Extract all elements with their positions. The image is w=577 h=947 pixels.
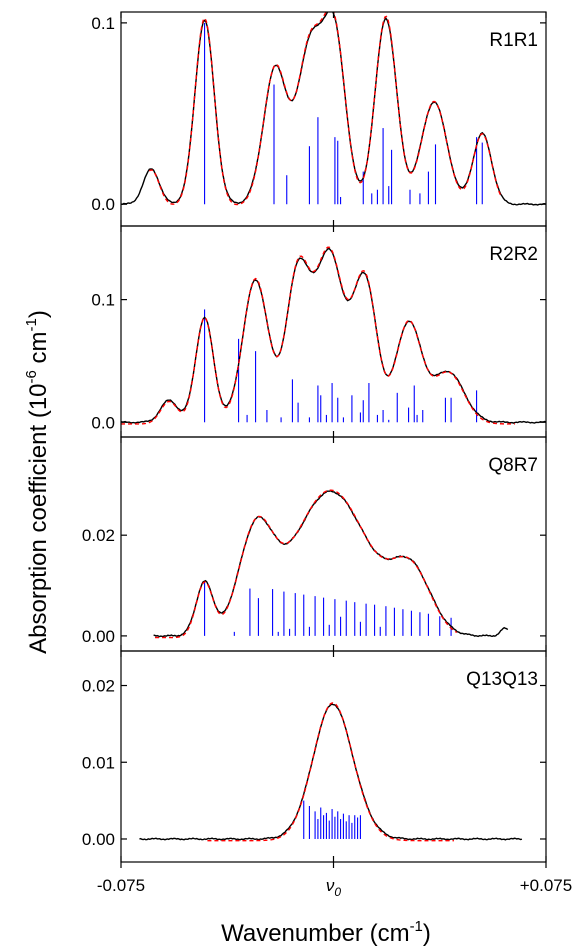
panel-plot-area: [121, 12, 546, 206]
y-tick-label: 0.00: [82, 627, 115, 646]
panel-q8r7: 0.00 0.02 Q8R7: [82, 436, 547, 652]
panel-label: Q13Q13: [466, 669, 538, 690]
fit-curve: [148, 12, 502, 206]
panel-label: R1R1: [489, 30, 538, 51]
x-tick-label: ν0: [326, 876, 342, 899]
panel-plot-area: [153, 489, 509, 639]
panel-frame: [120, 436, 547, 652]
measured-curve: [153, 489, 509, 638]
y-tick-label: 0.0: [91, 195, 115, 214]
x-axis-title: Wavenumber (cm-1): [221, 918, 431, 947]
fit-curve: [121, 246, 515, 425]
fit-curve: [207, 702, 454, 842]
y-tick-label: 0.01: [82, 753, 115, 772]
panel-label: Q8R7: [488, 455, 538, 476]
panel-plot-area: [139, 702, 523, 842]
y-tick-label: 0.00: [82, 830, 115, 849]
y-tick-label: 0.1: [91, 14, 115, 33]
panel-r1r1: 0.0 0.1 R1R1: [91, 11, 547, 227]
panel-r2r2: 0.0 0.1 R2R2: [91, 225, 547, 438]
y-axis-title: Absorption coefficient (10-6 cm-1): [23, 310, 52, 654]
panel-q13q13: 0.00 0.01 0.02 Q13Q13: [82, 650, 547, 863]
x-axis-ticks: -0.075 ν0 +0.075: [97, 862, 572, 899]
y-tick-label: 0.02: [82, 526, 115, 545]
y-tick-label: 0.0: [91, 413, 115, 432]
x-tick-label: +0.075: [520, 876, 572, 895]
fit-curve: [155, 489, 458, 639]
y-tick-label: 0.1: [91, 291, 115, 310]
y-tick-label: 0.02: [82, 677, 115, 696]
measured-curve: [121, 247, 546, 424]
panel-plot-area: [121, 246, 546, 425]
measured-curve: [139, 703, 523, 841]
x-tick-label: -0.075: [97, 876, 145, 895]
chart-panels: 0.0 0.1 R1R1 0.0 0.1 R2R2 0.00 0.02 Q8R7 0.00 0.01…: [82, 11, 547, 863]
panel-label: R2R2: [489, 244, 538, 265]
